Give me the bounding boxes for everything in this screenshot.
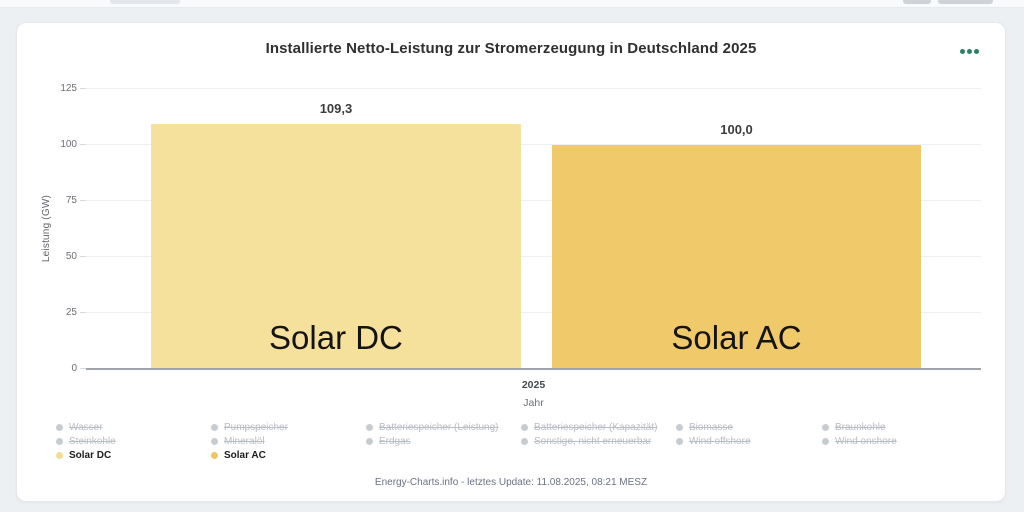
bar-value-label: 100,0 <box>720 122 753 137</box>
legend-column: Pumpspeicher Mineralöl Solar AC <box>211 421 366 462</box>
bar-value-label: 109,3 <box>319 101 353 117</box>
legend-column: Batteriespeicher (Kapazität) Sonstige, ni… <box>521 421 676 448</box>
legend-item-batteriespeicher-kapazitat[interactable]: Batteriespeicher (Kapazität) <box>521 421 676 434</box>
legend-item-sonstige-nicht-erneuerbar[interactable]: Sonstige, nicht erneuerbar <box>521 435 676 448</box>
legend-dot-icon <box>521 424 528 431</box>
y-axis-tick-label: 125 <box>60 83 77 94</box>
legend-label: Mineralöl <box>224 436 265 447</box>
legend-dot-icon <box>56 424 63 431</box>
legend-dot-icon <box>676 438 683 445</box>
legend-item-pumpspeicher[interactable]: Pumpspeicher <box>211 421 366 434</box>
plot-area: 0 25 50 75 100 125 109,3 Solar DC 100,0 Solar AC <box>60 84 981 374</box>
gridline <box>86 256 981 257</box>
gridline <box>86 144 981 145</box>
legend-item-steinkohle[interactable]: Steinkohle <box>56 435 211 448</box>
legend-label: Solar AC <box>224 450 266 461</box>
ellipsis-icon <box>959 48 979 54</box>
bar-series-label: Solar DC <box>269 319 403 356</box>
legend-column: Batteriespeicher (Leistung) Erdgas <box>366 421 521 448</box>
x-axis-title: Jahr <box>523 397 544 409</box>
browser-chrome-remnant <box>0 0 1024 8</box>
gridline <box>86 312 981 313</box>
x-axis-line <box>86 368 981 370</box>
gridline <box>86 200 981 201</box>
y-axis-tick-mark <box>80 312 86 313</box>
legend-label: Biomasse <box>689 422 733 433</box>
bar-solar-ac[interactable]: 100,0 Solar AC <box>552 122 922 369</box>
menu-dot <box>959 48 965 54</box>
legend-item-mineralol[interactable]: Mineralöl <box>211 435 366 448</box>
legend-label: Wasser <box>69 422 103 433</box>
legend-item-biomasse[interactable]: Biomasse <box>676 421 822 434</box>
legend-column: Braunkohle Wind onshore <box>822 421 972 448</box>
footer-attribution: Energy-Charts.info - letztes Update: 11.… <box>374 477 648 488</box>
legend-item-braunkohle[interactable]: Braunkohle <box>822 421 972 434</box>
legend-dot-icon <box>56 452 63 459</box>
legend-item-batteriespeicher-leistung[interactable]: Batteriespeicher (Leistung) <box>366 421 521 434</box>
legend-dot-icon <box>211 438 218 445</box>
legend-dot-icon <box>211 452 218 459</box>
legend-dot-icon <box>822 438 829 445</box>
y-axis-tick-mark <box>80 256 86 257</box>
legend-dot-icon <box>676 424 683 431</box>
legend-label: Steinkohle <box>69 436 116 447</box>
y-axis-tick-label: 75 <box>65 195 77 206</box>
y-axis-title: Leistung (GW) <box>41 195 52 263</box>
legend-label: Batteriespeicher (Leistung) <box>379 422 499 433</box>
legend-label: Wind onshore <box>835 436 897 447</box>
legend-dot-icon <box>211 424 218 431</box>
legend-dot-icon <box>822 424 829 431</box>
y-axis-tick-mark <box>80 88 86 89</box>
legend-label: Batteriespeicher (Kapazität) <box>534 422 658 433</box>
y-axis-tick-label: 0 <box>71 363 77 374</box>
legend-item-wasser[interactable]: Wasser <box>56 421 211 434</box>
menu-dot <box>973 48 979 54</box>
ui-remnant <box>938 0 993 4</box>
legend-column: Wasser Steinkohle Solar DC <box>56 421 211 462</box>
legend-column: Biomasse Wind offshore <box>676 421 822 448</box>
chart-context-menu-button[interactable] <box>955 43 983 59</box>
legend-dot-icon <box>366 438 373 445</box>
chart-card: Installierte Netto-Leistung zur Stromerz… <box>16 22 1006 502</box>
legend-item-wind-onshore[interactable]: Wind onshore <box>822 435 972 448</box>
legend-label: Pumpspeicher <box>224 422 288 433</box>
bar-solar-dc[interactable]: 109,3 Solar DC <box>150 101 521 369</box>
legend-dot-icon <box>521 438 528 445</box>
legend-label: Sonstige, nicht erneuerbar <box>534 436 652 447</box>
legend-item-solar-ac[interactable]: Solar AC <box>211 449 366 462</box>
y-axis-tick-label: 50 <box>65 251 77 262</box>
legend-label: Erdgas <box>379 436 411 447</box>
legend-label: Solar DC <box>69 450 112 461</box>
y-axis-tick-mark <box>80 144 86 145</box>
ui-remnant <box>110 0 180 4</box>
chart-title: Installierte Netto-Leistung zur Stromerz… <box>265 40 757 57</box>
legend-item-solar-dc[interactable]: Solar DC <box>56 449 211 462</box>
gridline <box>86 88 981 89</box>
y-axis-tick-label: 100 <box>60 139 77 150</box>
legend-item-wind-offshore[interactable]: Wind offshore <box>676 435 822 448</box>
y-axis-tick-mark <box>80 368 86 369</box>
ui-remnant <box>903 0 931 4</box>
y-axis-tick-label: 25 <box>65 307 77 318</box>
legend-item-erdgas[interactable]: Erdgas <box>366 435 521 448</box>
legend-dot-icon <box>366 424 373 431</box>
legend-label: Braunkohle <box>835 422 886 433</box>
legend-label: Wind offshore <box>689 436 751 447</box>
legend-dot-icon <box>56 438 63 445</box>
menu-dot <box>966 48 972 54</box>
x-axis-tick-label: 2025 <box>521 379 546 391</box>
legend: Wasser Steinkohle Solar DC Pumpspeicher Mine… <box>56 421 972 462</box>
bar-series-label: Solar AC <box>671 319 802 356</box>
y-axis-tick-mark <box>80 200 86 201</box>
